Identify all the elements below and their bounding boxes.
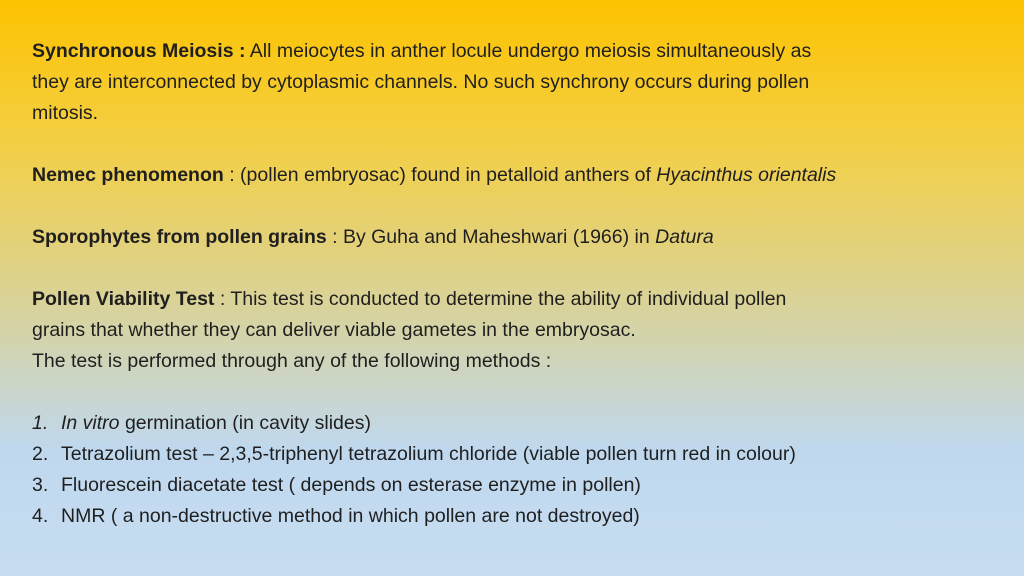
paragraph: Sporophytes from pollen grains : By Guha… [32, 222, 1024, 253]
list-item: 3. Fluorescein diacetate test ( depends o… [32, 470, 1024, 501]
list-text: Fluorescein diacetate test ( depends on … [61, 470, 641, 501]
text: they are interconnected by cytoplasmic c… [32, 71, 810, 93]
list-marker: 2. [32, 443, 49, 465]
text: In vitro [61, 412, 120, 434]
text-line: Sporophytes from pollen grains : By Guha… [32, 222, 1024, 253]
text-line: The test is performed through any of the… [32, 346, 1024, 377]
list-item: 2. Tetrazolium test – 2,3,5-triphenyl tet… [32, 439, 1024, 470]
text: : This test is conducted to determine th… [214, 288, 787, 310]
text: Datura [655, 226, 714, 248]
text-line: Nemec phenomenon : (pollen embryosac) fo… [32, 160, 1024, 191]
list-item: 1. In vitro germination (in cavity slides… [32, 408, 1024, 439]
paragraph: Synchronous Meiosis : All meiocytes in a… [32, 36, 1024, 129]
list-marker: 1. [32, 412, 49, 434]
list-marker: 3. [32, 474, 49, 496]
text-line: Pollen Viability Test : This test is con… [32, 284, 1024, 315]
list-text: Tetrazolium test – 2,3,5-triphenyl tetra… [61, 439, 796, 470]
method-list: 1. In vitro germination (in cavity slides… [32, 408, 1024, 532]
term: Synchronous Meiosis : [32, 40, 246, 62]
text-line: mitosis. [32, 98, 1024, 129]
text: germination (in cavity slides) [119, 412, 371, 434]
text: : By Guha and Maheshwari (1966) in [326, 226, 656, 248]
text-line: grains that whether they can deliver via… [32, 315, 1024, 346]
text: : (pollen embryosac) found in petalloid … [223, 164, 657, 186]
list-text: In vitro germination (in cavity slides) [61, 408, 371, 439]
paragraph: Nemec phenomenon : (pollen embryosac) fo… [32, 160, 1024, 191]
text: grains that whether they can deliver via… [32, 319, 636, 341]
list-text: NMR ( a non-destructive method in which … [61, 501, 640, 532]
list-marker: 4. [32, 505, 49, 527]
text: Hyacinthus orientalis [656, 164, 837, 186]
text: Tetrazolium test – 2,3,5-triphenyl tetra… [61, 443, 796, 465]
text-line: Synchronous Meiosis : All meiocytes in a… [32, 36, 1024, 67]
paragraph: Pollen Viability Test : This test is con… [32, 284, 1024, 377]
text: Fluorescein diacetate test ( depends on … [61, 474, 641, 496]
text-line: they are interconnected by cytoplasmic c… [32, 67, 1024, 98]
text: NMR ( a non-destructive method in which … [61, 505, 640, 527]
text: The test is performed through any of the… [32, 350, 552, 372]
list-item: 4. NMR ( a non-destructive method in whic… [32, 501, 1024, 532]
term: Nemec phenomenon [32, 164, 224, 186]
text: mitosis. [32, 102, 99, 124]
term: Pollen Viability Test [32, 288, 215, 310]
text: All meiocytes in anther locule undergo m… [245, 40, 812, 62]
term: Sporophytes from pollen grains [32, 226, 327, 248]
